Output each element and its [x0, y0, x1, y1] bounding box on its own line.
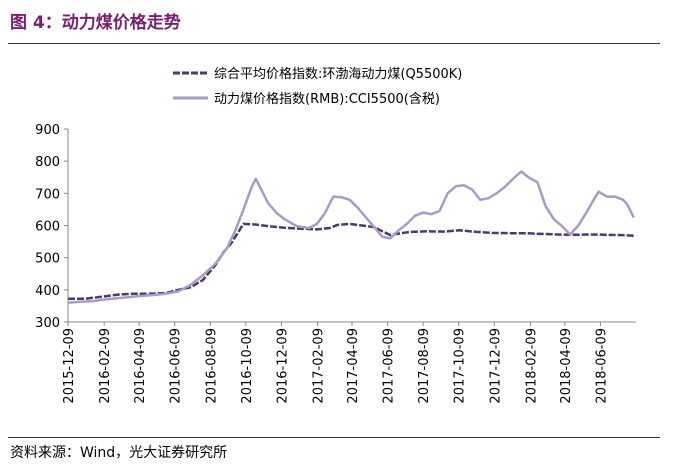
x-tick-label: 2017-06-09 — [382, 328, 397, 404]
y-tick-label: 600 — [35, 220, 60, 235]
y-tick-label: 700 — [35, 187, 60, 202]
x-tick-label: 2018-02-09 — [524, 328, 539, 404]
x-tick-label: 2018-04-09 — [559, 328, 574, 404]
series-layer — [67, 170, 635, 304]
y-tick-label: 400 — [35, 284, 60, 299]
x-tick-label: 2016-04-09 — [133, 328, 148, 404]
x-tick-label: 2017-10-09 — [453, 328, 468, 404]
title-rule — [8, 43, 660, 44]
series-line-2 — [67, 170, 635, 304]
x-tick-label: 2016-12-09 — [275, 328, 290, 404]
y-tick-label: 300 — [35, 316, 60, 331]
legend: 综合平均价格指数:环渤海动力煤(Q5500K) 动力煤价格指数(RMB):CCI… — [173, 66, 462, 107]
legend-label-series-1: 综合平均价格指数:环渤海动力煤(Q5500K) — [214, 66, 462, 82]
x-tick-label: 2017-12-09 — [488, 328, 503, 404]
x-tick-label: 2017-02-09 — [312, 328, 327, 404]
x-tick-label: 2016-10-09 — [240, 328, 255, 404]
x-tick-label: 2016-06-09 — [169, 328, 184, 404]
figure-title: 图 4：动力煤价格走势 — [10, 13, 181, 33]
y-tick-label: 800 — [35, 155, 60, 170]
source-rule — [8, 437, 660, 438]
x-tick-label: 2017-08-09 — [417, 328, 432, 404]
x-tick-label: 2016-02-09 — [98, 328, 113, 404]
source-note: 资料来源：Wind，光大证券研究所 — [10, 445, 228, 461]
legend-label-series-2: 动力煤价格指数(RMB):CCI5500(含税) — [214, 91, 440, 107]
x-tick-label: 2015-12-09 — [62, 328, 77, 404]
axes: 300 400 500 600 700 800 900 2015-12-09 2016-02-0… — [35, 123, 636, 404]
x-tick-label: 2017-04-09 — [346, 328, 361, 404]
y-tick-label: 900 — [35, 123, 60, 138]
y-tick-label: 500 — [35, 252, 60, 267]
x-tick-label: 2016-08-09 — [204, 328, 219, 404]
x-tick-label: 2018-06-09 — [594, 328, 609, 404]
series-line-1 — [68, 222, 634, 301]
